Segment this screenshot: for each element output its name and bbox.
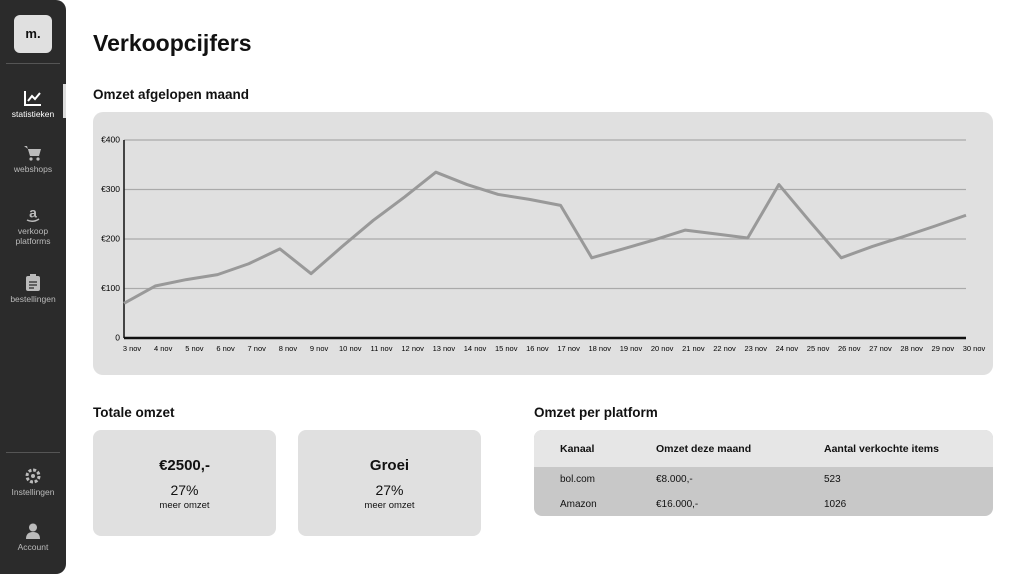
icon bbox=[24, 91, 41, 106]
table-cell: Amazon bbox=[560, 499, 597, 510]
y-tick-label: €200 bbox=[101, 233, 120, 243]
x-tick-label: 18 nov bbox=[589, 344, 612, 353]
x-tick-label: 14 nov bbox=[464, 344, 487, 353]
x-tick-label: 3 nov bbox=[123, 344, 142, 353]
svg-text:a: a bbox=[29, 207, 37, 221]
chart-panel bbox=[93, 112, 993, 375]
nav-item[interactable]: bestellingen bbox=[0, 274, 66, 304]
x-tick-label: 22 nov bbox=[713, 344, 736, 353]
nav-item[interactable]: Instellingen bbox=[0, 468, 66, 497]
nav-label: Account bbox=[17, 542, 49, 552]
x-tick-label: 23 nov bbox=[744, 344, 767, 353]
icon bbox=[24, 146, 41, 161]
card-caption: meer omzet bbox=[159, 500, 210, 511]
x-tick-label: 15 nov bbox=[495, 344, 518, 353]
x-tick-label: 4 nov bbox=[154, 344, 173, 353]
chart: 0 €100 €200 €300 €400 3 nov 4 nov 5 nov 6 nov 7 n… bbox=[93, 112, 993, 375]
table-cell: €8.000,- bbox=[656, 474, 693, 485]
stat-card: Groei 27% meer omzet bbox=[298, 430, 481, 536]
nav-label: statistieken bbox=[11, 109, 55, 119]
section-heading: Omzet afgelopen maand bbox=[93, 87, 250, 102]
table-row: bol.com €8.000,- 523 bbox=[534, 467, 993, 492]
nav-label: bestellingen bbox=[10, 294, 56, 304]
icon bbox=[25, 468, 41, 484]
table-row: Kanaal Omzet deze maand Aantal verkochte i… bbox=[534, 430, 993, 467]
x-tick-label: 19 nov bbox=[620, 344, 643, 353]
x-tick-label: 7 nov bbox=[248, 344, 267, 353]
x-tick-label: 26 nov bbox=[838, 344, 861, 353]
nav-label: webshops bbox=[13, 164, 53, 174]
table-cell: Kanaal bbox=[560, 442, 595, 455]
card-title: €2500,- bbox=[159, 457, 210, 474]
card-title: Groei bbox=[369, 457, 410, 474]
nav-label: Instellingen bbox=[11, 487, 55, 497]
section-heading: Totale omzet bbox=[93, 405, 175, 420]
table-cell: Omzet deze maand bbox=[656, 442, 752, 455]
x-tick-label: 16 nov bbox=[526, 344, 549, 353]
table-cell: Aantal verkochte items bbox=[824, 442, 939, 455]
sidebar: m. statistieken webshops a verkoop platfo… bbox=[0, 0, 66, 574]
x-tick-label: 12 nov bbox=[401, 344, 424, 353]
nav-item[interactable]: statistieken bbox=[0, 90, 66, 119]
x-tick-label: 28 nov bbox=[900, 344, 923, 353]
x-tick-label: 17 nov bbox=[557, 344, 580, 353]
y-tick-label: 0 bbox=[115, 332, 120, 342]
y-tick-label: €100 bbox=[101, 283, 120, 293]
x-tick-label: 8 nov bbox=[279, 344, 298, 353]
card-percent: 27% bbox=[375, 482, 404, 498]
stat-card: €2500,- 27% meer omzet bbox=[93, 430, 276, 536]
icon: a bbox=[26, 207, 40, 223]
x-tick-label: 6 nov bbox=[216, 344, 235, 353]
line-series bbox=[123, 170, 967, 305]
x-tick-label: 30 nov bbox=[963, 344, 986, 353]
nav-item[interactable]: webshops bbox=[0, 145, 66, 174]
card-percent: 27% bbox=[170, 482, 199, 498]
y-tick-label: €300 bbox=[101, 184, 120, 194]
x-tick-label: 20 nov bbox=[651, 344, 674, 353]
y-tick-label: €400 bbox=[101, 134, 120, 144]
table-cell: bol.com bbox=[560, 474, 596, 485]
logo[interactable]: m. bbox=[14, 15, 52, 53]
table-row: Amazon €16.000,- 1026 bbox=[534, 492, 993, 516]
x-tick-label: 24 nov bbox=[776, 344, 799, 353]
x-tick-label: 11 nov bbox=[370, 344, 392, 353]
page-title: Verkoopcijfers bbox=[93, 30, 252, 56]
active-indicator bbox=[63, 84, 66, 118]
x-tick-label: 13 nov bbox=[433, 344, 456, 353]
x-tick-label: 25 nov bbox=[807, 344, 830, 353]
x-tick-label: 29 nov bbox=[932, 344, 955, 353]
x-tick-label: 9 nov bbox=[310, 344, 329, 353]
table-cell: €16.000,- bbox=[656, 499, 699, 510]
divider bbox=[6, 452, 60, 453]
icon bbox=[26, 523, 40, 539]
x-tick-label: 5 nov bbox=[185, 344, 204, 353]
x-tick-label: 21 nov bbox=[682, 344, 705, 353]
nav-item[interactable]: Account bbox=[0, 523, 66, 552]
table-cell: 1026 bbox=[824, 499, 847, 510]
card-caption: meer omzet bbox=[364, 500, 415, 511]
nav-item[interactable]: a verkoop platforms bbox=[0, 207, 66, 246]
icon bbox=[26, 274, 40, 291]
nav-label: verkoop platforms bbox=[15, 226, 51, 246]
section-heading: Omzet per platform bbox=[534, 405, 658, 420]
divider bbox=[6, 63, 60, 64]
x-tick-label: 10 nov bbox=[339, 344, 362, 353]
x-tick-label: 27 nov bbox=[869, 344, 892, 353]
table-cell: 523 bbox=[824, 474, 841, 485]
platform-table: Kanaal Omzet deze maand Aantal verkochte i… bbox=[534, 430, 993, 516]
